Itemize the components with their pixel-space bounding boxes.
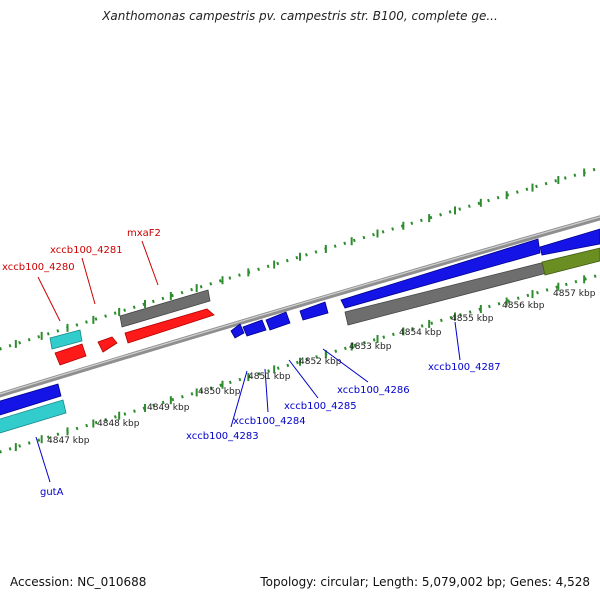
label-gutA[interactable]: gutA bbox=[40, 487, 64, 498]
leader-gutA bbox=[35, 436, 51, 483]
tick-label: 4850 kbp bbox=[198, 387, 241, 397]
leader-xccb100_4287 bbox=[454, 321, 461, 361]
label-xccb100_4286[interactable]: xccb100_4286 bbox=[337, 385, 410, 396]
outer-tick-track bbox=[0, 166, 600, 351]
label-xccb100_4280[interactable]: xccb100_4280 bbox=[2, 262, 75, 273]
genome-summary-text: Topology: circular; Length: 5,079,002 bp… bbox=[260, 575, 590, 589]
tick-label: 4854 kbp bbox=[399, 328, 442, 338]
leader-xccb100_4285 bbox=[288, 359, 319, 399]
label-xccb100_4284[interactable]: xccb100_4284 bbox=[233, 416, 306, 427]
tick-label: 4848 kbp bbox=[97, 419, 140, 429]
label-xccb100_4285[interactable]: xccb100_4285 bbox=[284, 401, 357, 412]
major-ticks bbox=[14, 168, 586, 452]
label-xccb100_4283[interactable]: xccb100_4283 bbox=[186, 431, 259, 442]
tick-label: 4856 kbp bbox=[502, 301, 545, 311]
tick-label: 4855 kbp bbox=[451, 314, 494, 324]
gene-xccb100_4283[interactable] bbox=[230, 323, 245, 339]
tick-label: 4852 kbp bbox=[299, 357, 342, 367]
leader-mxaF2 bbox=[141, 240, 159, 286]
tick-label: 4853 kbp bbox=[349, 342, 392, 352]
tick-labels: 4847 kbp 4848 kbp 4849 kbp 4850 kbp 4851 kbp… bbox=[47, 289, 596, 446]
leader-xccb100_4284 bbox=[264, 368, 269, 413]
genome-title: Xanthomonas campestris pv. campestris st… bbox=[102, 9, 498, 23]
gene-gutA[interactable] bbox=[0, 399, 67, 436]
label-xccb100_4287[interactable]: xccb100_4287 bbox=[428, 362, 501, 373]
genome-backbone-highlight bbox=[0, 216, 600, 395]
leader-xccb100_4280 bbox=[37, 276, 61, 322]
leader-xccb100_4283 bbox=[230, 370, 248, 428]
gene-xccb100_4284[interactable] bbox=[242, 319, 267, 337]
forward-features bbox=[49, 289, 215, 366]
leader-xccb100_4281 bbox=[81, 257, 96, 305]
blue-feature-right bbox=[539, 228, 600, 256]
label-mxaF2[interactable]: mxaF2 bbox=[127, 228, 161, 239]
tick-label: 4847 kbp bbox=[47, 436, 90, 446]
olive-feature-lower bbox=[541, 247, 600, 276]
genome-backbone bbox=[0, 215, 600, 398]
gene-xccb100_4285[interactable] bbox=[265, 311, 291, 331]
gene-xccb100_4286[interactable] bbox=[299, 301, 329, 321]
inner-tick-track bbox=[0, 273, 600, 454]
label-xccb100_4281[interactable]: xccb100_4281 bbox=[50, 245, 123, 256]
tick-label: 4851 kbp bbox=[248, 372, 291, 382]
leader-lines bbox=[35, 240, 461, 483]
cyan-feature-upper bbox=[49, 329, 83, 350]
blue-feature-left bbox=[0, 383, 62, 416]
tick-label: 4857 kbp bbox=[553, 289, 596, 299]
accession-text: Accession: NC_010688 bbox=[10, 575, 147, 589]
gray-feature-upper bbox=[119, 289, 211, 328]
leader-xccb100_4286 bbox=[322, 348, 369, 383]
tick-label: 4849 kbp bbox=[147, 403, 190, 413]
gene-xccb100_4280[interactable] bbox=[54, 343, 87, 366]
gene-mxaF2[interactable] bbox=[124, 308, 215, 344]
reverse-features bbox=[0, 228, 600, 436]
gene-xccb100_4287[interactable] bbox=[340, 238, 541, 309]
gene-xccb100_4281[interactable] bbox=[97, 336, 118, 353]
